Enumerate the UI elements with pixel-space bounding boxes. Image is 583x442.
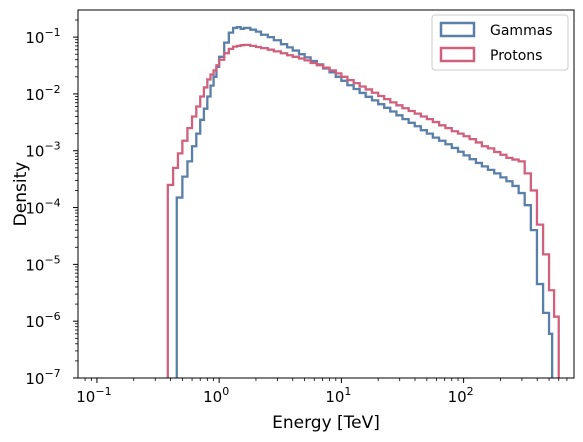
- x-tick-label: 100: [203, 385, 229, 406]
- y-tick-label: 10−6: [25, 310, 60, 331]
- series-protons-line: [166, 43, 560, 378]
- y-tick-label: 10−3: [25, 140, 60, 161]
- axis-layer: 10−1 100 101 102 10−7 10−6 10−5 10−4 10−3 10−2 10−…: [25, 19, 568, 406]
- legend-box: [431, 14, 569, 71]
- legend-swatch-gammas: [439, 21, 476, 38]
- legend: Gammas Protons: [431, 14, 569, 71]
- x-tick-label: 102: [448, 385, 474, 406]
- y-tick-label: 10−7: [25, 367, 60, 388]
- y-tick-label: 10−5: [25, 253, 60, 274]
- x-tick-label: 10−1: [76, 385, 111, 406]
- legend-label-protons: Protons: [490, 48, 542, 64]
- y-tick-label: 10−2: [25, 83, 60, 104]
- legend-swatch-protons: [439, 46, 476, 63]
- series-layer: [166, 25, 560, 378]
- y-axis-label: Density: [11, 162, 31, 227]
- x-tick-label: 101: [325, 385, 351, 406]
- legend-label-gammas: Gammas: [490, 23, 553, 39]
- series-gammas-line: [175, 25, 554, 378]
- plot-frame: [77, 9, 575, 379]
- y-tick-label: 10−1: [25, 26, 60, 47]
- y-tick-label: 10−4: [25, 197, 60, 218]
- x-axis-label: Energy [TeV]: [272, 413, 380, 433]
